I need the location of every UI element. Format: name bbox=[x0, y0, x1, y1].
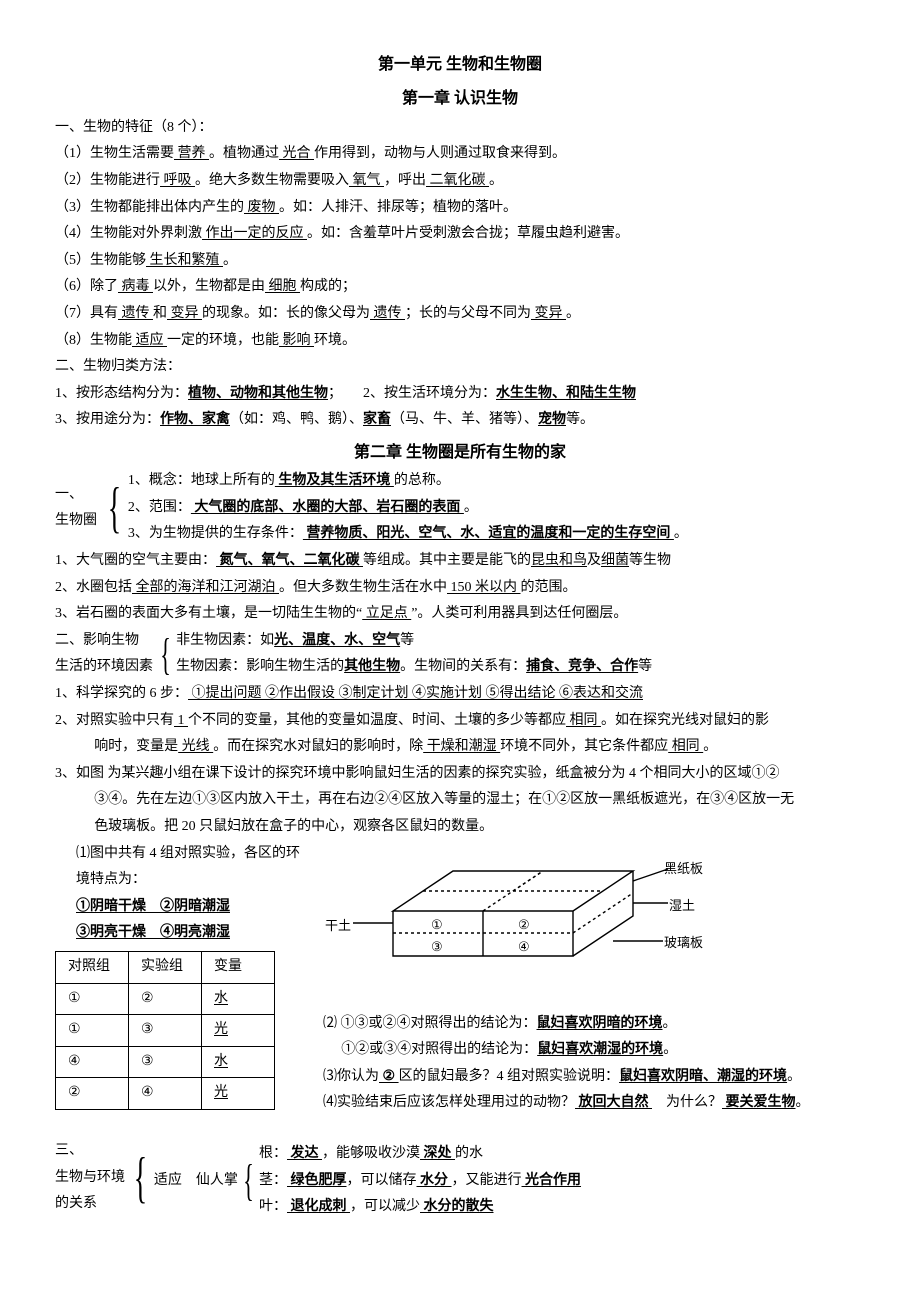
steps-line: 1、科学探究的 6 步： ①提出问题 ②作出假设 ③制定计划 ④实施计划 ⑤得出… bbox=[55, 681, 865, 708]
q2-line1: ⑵ ①③或②④对照得出的结论为：鼠妇喜欢阴暗的环境。 bbox=[323, 1011, 865, 1038]
exp-intro3: 色玻璃板。把 20 只鼠妇放在盒子的中心，观察各区鼠妇的数量。 bbox=[55, 814, 865, 841]
s1-1: （1）生物生活需要 营养 。植物通过 光合 作用得到，动物与人则通过取食来得到。 bbox=[55, 141, 865, 168]
brace-icon: { bbox=[108, 483, 121, 533]
table-row: ④③水 bbox=[56, 1046, 275, 1078]
water-line: 2、水圈包括 全部的海洋和江河湖泊 。但大多数生物生活在水中 150 米以内 的… bbox=[55, 575, 865, 602]
rock-line: 3、岩石圈的表面大多有土壤，是一切陆生生物的“ 立足点 ”。人类可利用器具到达任… bbox=[55, 601, 865, 628]
exp-env2: ③明亮干燥 ④明亮潮湿 bbox=[55, 920, 305, 947]
q2-line2: ①②或③④对照得出的结论为：鼠妇喜欢潮湿的环境。 bbox=[323, 1037, 865, 1064]
table-row: ①③光 bbox=[56, 1015, 275, 1047]
s2-1: 1、按形态结构分为：植物、动物和其他生物； 2、按生活环境分为：水生生物、和陆生… bbox=[55, 381, 865, 408]
s1-4: （4）生物能对外界刺激 作出一定的反应 。如：含羞草叶片受刺激会合拢；草履虫趋利… bbox=[55, 221, 865, 248]
exp-intro1: 3、如图 为某兴趣小组在课下设计的探究环境中影响鼠妇生活的因素的探究实验，纸盒被… bbox=[55, 761, 865, 788]
brace-icon: { bbox=[134, 1153, 147, 1203]
s1-6: （6）除了 病毒 以外，生物都是由 细胞 构成的； bbox=[55, 274, 865, 301]
q3-line: ⑶你认为 ② 区的鼠妇最多？4 组对照实验说明：鼠妇喜欢阴暗、潮湿的环境。 bbox=[323, 1064, 865, 1091]
factor-block: 二、影响生物 生活的环境因素 { 非生物因素：如光、温度、水、空气等 生物因素：… bbox=[55, 628, 865, 681]
table-row: ②④光 bbox=[56, 1078, 275, 1110]
brace-icon: { bbox=[160, 635, 171, 675]
air-line: 1、大气圈的空气主要由： 氮气、氧气、二氧化碳 等组成。其中主要是能飞的昆虫和鸟… bbox=[55, 548, 865, 575]
table-row: 对照组实验组变量 bbox=[56, 951, 275, 983]
ctrl-line2: 响时，变量是 光线 。而在探究水对鼠妇的影响时，除 干燥和潮湿 环境不同外，其它… bbox=[55, 734, 865, 761]
unit-title: 第一单元 生物和生物圈 bbox=[55, 50, 865, 80]
chapter1-title: 第一章 认识生物 bbox=[55, 84, 865, 114]
q4-line: ⑷实验结束后应该怎样处理用过的动物？ 放回大自然 为什么？ 要关爱生物。 bbox=[323, 1090, 865, 1117]
s1-2: （2）生物能进行 呼吸 。绝大多数生物需要吸入 氧气 ，呼出 二氧化碳 。 bbox=[55, 168, 865, 195]
exp-env1: ①阴暗干燥 ②阴暗潮湿 bbox=[55, 894, 305, 921]
exp-q1: ⑴图中共有 4 组对照实验，各区的环境特点为： bbox=[55, 841, 305, 894]
table-row: ①②水 bbox=[56, 983, 275, 1015]
s2-3: 3、按用途分为：作物、家禽（如：鸡、鸭、鹅）、家畜（马、牛、羊、猪等）、宠物等。 bbox=[55, 407, 865, 434]
s1-7: （7）具有 遗传 和 变异 的现象。如：长的像父母为 遗传 ；长的与父母不同为 … bbox=[55, 301, 865, 328]
chapter2-title: 第二章 生物圈是所有生物的家 bbox=[55, 438, 865, 468]
exp-intro2: ③④。先在左边①③区内放入干土，再在右边②④区放入等量的湿土；在①②区放一黑纸板… bbox=[55, 787, 865, 814]
s1-3: （3）生物都能排出体内产生的 废物 。如：人排汗、排尿等；植物的落叶。 bbox=[55, 195, 865, 222]
s1-heading: 一、生物的特征（8 个）： bbox=[55, 115, 865, 142]
s2-heading: 二、生物归类方法： bbox=[55, 354, 865, 381]
biosphere-block: 一、 生物圈 { 1、概念：地球上所有的 生物及其生活环境 的总称。 2、范围：… bbox=[55, 468, 865, 548]
s1-5: （5）生物能够 生长和繁殖 。 bbox=[55, 248, 865, 275]
ctrl-line1: 2、对照实验中只有 1 个不同的变量，其他的变量如温度、时间、土壤的多少等都应 … bbox=[55, 708, 865, 735]
brace-icon: { bbox=[243, 1161, 254, 1201]
s1-8: （8）生物能 适应 一定的环境，也能 影响 环境。 bbox=[55, 328, 865, 355]
box-diagram: ① ② ③ ④ 干土 黑纸板 湿土 玻璃板 bbox=[323, 841, 683, 1011]
experiment-table: 对照组实验组变量 ①②水 ①③光 ④③水 ②④光 bbox=[55, 951, 275, 1110]
relation-block: 三、 生物与环境 的关系 { 适应 仙人掌 { 根： 发达 ，能够吸收沙漠 深处… bbox=[55, 1135, 865, 1221]
